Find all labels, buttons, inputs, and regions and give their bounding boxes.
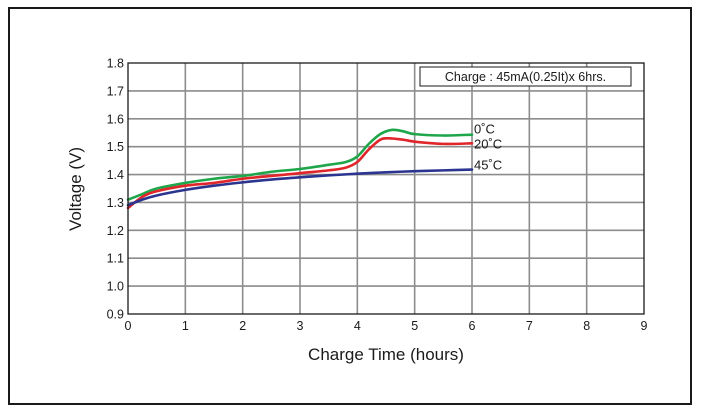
x-tick-label: 9 xyxy=(641,319,648,333)
series-line-0c xyxy=(126,128,474,201)
y-tick-label: 0.9 xyxy=(107,308,124,322)
y-tick-label: 1.8 xyxy=(107,57,124,71)
y-tick-label: 1.2 xyxy=(107,224,124,238)
y-tick-label: 1.7 xyxy=(107,84,124,98)
y-tick-labels: 0.9 1.0 1.1 1.2 1.3 1.4 1.5 1.6 1.7 1.8 xyxy=(107,57,124,322)
x-tick-label: 2 xyxy=(239,319,246,333)
series-layer xyxy=(126,128,474,210)
y-tick-label: 1.5 xyxy=(107,140,124,154)
y-tick-label: 1.4 xyxy=(107,168,124,182)
series-line-20c xyxy=(126,136,474,210)
voltage-charge-chart: 0 1 2 3 4 5 6 7 8 9 0.9 1.0 1.1 1.2 1.3 1.4 1.5 1.6 1.7 1.… xyxy=(66,57,648,365)
annotation-box: Charge : 45mA(0.25It)x 6hrs. xyxy=(419,66,632,87)
x-tick-label: 0 xyxy=(125,319,132,333)
series-label-45c: 45˚C xyxy=(474,158,502,173)
y-tick-label: 1.1 xyxy=(107,252,124,266)
series-label-0c: 0˚C xyxy=(474,122,495,137)
y-tick-label: 1.3 xyxy=(107,196,124,210)
x-axis-label: Charge Time (hours) xyxy=(308,345,464,364)
x-tick-labels: 0 1 2 3 4 5 6 7 8 9 xyxy=(125,319,648,333)
x-tick-label: 8 xyxy=(583,319,590,333)
series-labels: 0˚C20˚C 45˚C xyxy=(474,122,502,173)
y-axis-label: Voltage (V) xyxy=(66,147,85,231)
x-tick-label: 6 xyxy=(469,319,476,333)
x-tick-label: 1 xyxy=(182,319,189,333)
series-label-20c: 20˚C xyxy=(474,136,502,151)
x-tick-label: 3 xyxy=(297,319,304,333)
x-tick-label: 5 xyxy=(411,319,418,333)
chart-frame: 0 1 2 3 4 5 6 7 8 9 0.9 1.0 1.1 1.2 1.3 1.4 1.5 1.6 1.7 1.… xyxy=(8,7,692,405)
y-tick-label: 1.0 xyxy=(107,280,124,294)
grid xyxy=(128,63,644,314)
y-tick-label: 1.6 xyxy=(107,112,124,126)
x-tick-label: 7 xyxy=(526,319,533,333)
annotation-text: Charge : 45mA(0.25It)x 6hrs. xyxy=(445,70,606,84)
series-line-45c xyxy=(126,168,474,207)
plot-border xyxy=(127,62,645,315)
x-tick-label: 4 xyxy=(354,319,361,333)
